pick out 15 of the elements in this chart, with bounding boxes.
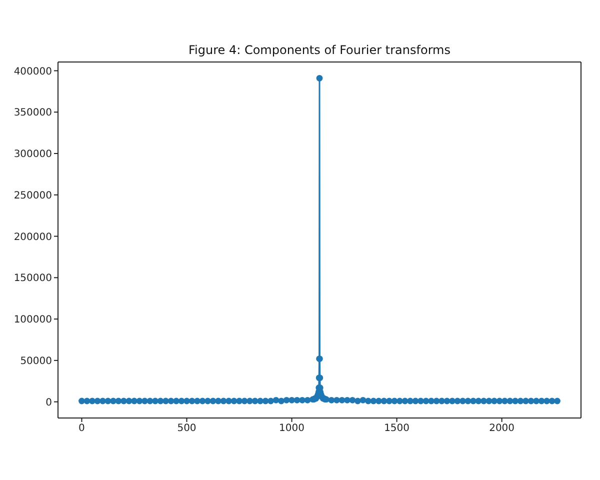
y-tick-label: 200000 [14,232,52,243]
y-tick-label: 150000 [14,273,52,284]
y-tick-label: 250000 [14,190,52,202]
x-tick-label: 0 [78,423,85,434]
y-tick-label: 0 [46,397,52,408]
y-tick-label: 300000 [14,149,52,160]
y-tick-label: 50000 [20,356,52,367]
x-tick-label: 1000 [279,423,304,434]
x-tick-label: 2000 [489,423,515,434]
x-tick-label: 500 [177,423,196,434]
y-tick-label: 100000 [14,314,52,326]
y-tick-label: 400000 [14,66,52,78]
y-tick-label: 350000 [14,108,52,119]
x-tick-label: 1500 [384,423,410,434]
chart-title: Figure 4: Components of Fourier transforms [188,43,452,57]
